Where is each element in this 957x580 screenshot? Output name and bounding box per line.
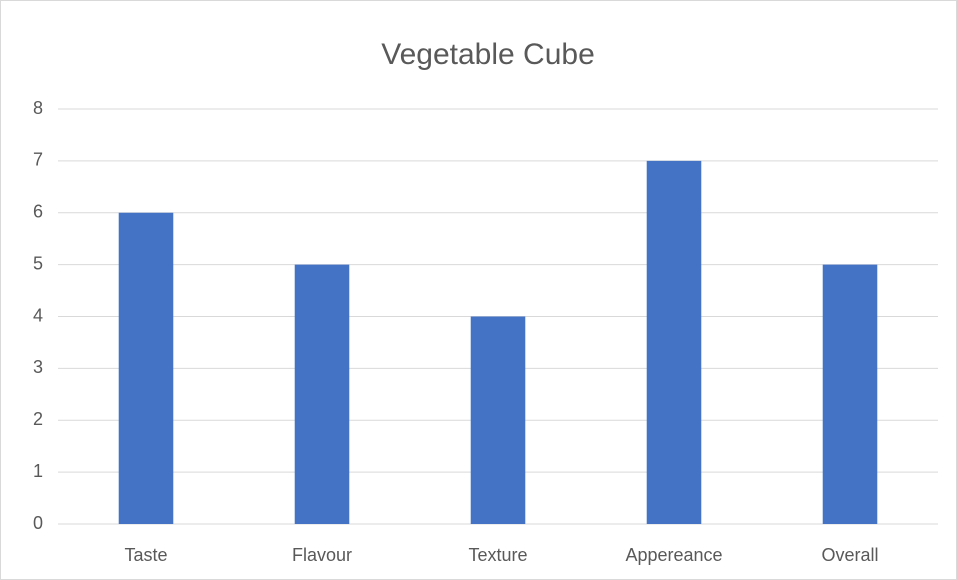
y-tick-label: 2 bbox=[33, 409, 43, 429]
y-tick-label: 0 bbox=[33, 513, 43, 533]
chart-title: Vegetable Cube bbox=[381, 38, 595, 71]
y-tick-label: 1 bbox=[33, 461, 43, 481]
bar bbox=[822, 264, 878, 524]
y-tick-label: 5 bbox=[33, 253, 43, 273]
x-tick-label: Overall bbox=[821, 545, 878, 565]
y-tick-label: 8 bbox=[33, 98, 43, 118]
y-tick-label: 3 bbox=[33, 357, 43, 377]
bar bbox=[646, 160, 702, 524]
x-tick-label: Taste bbox=[124, 545, 167, 565]
bar bbox=[118, 212, 174, 524]
y-tick-label: 7 bbox=[33, 150, 43, 170]
x-tick-label: Appereance bbox=[625, 545, 722, 565]
bar bbox=[470, 316, 526, 524]
x-tick-label: Flavour bbox=[292, 545, 352, 565]
x-tick-label: Texture bbox=[468, 545, 527, 565]
y-tick-label: 6 bbox=[33, 202, 43, 222]
y-tick-label: 4 bbox=[33, 305, 43, 325]
bar bbox=[294, 264, 350, 524]
